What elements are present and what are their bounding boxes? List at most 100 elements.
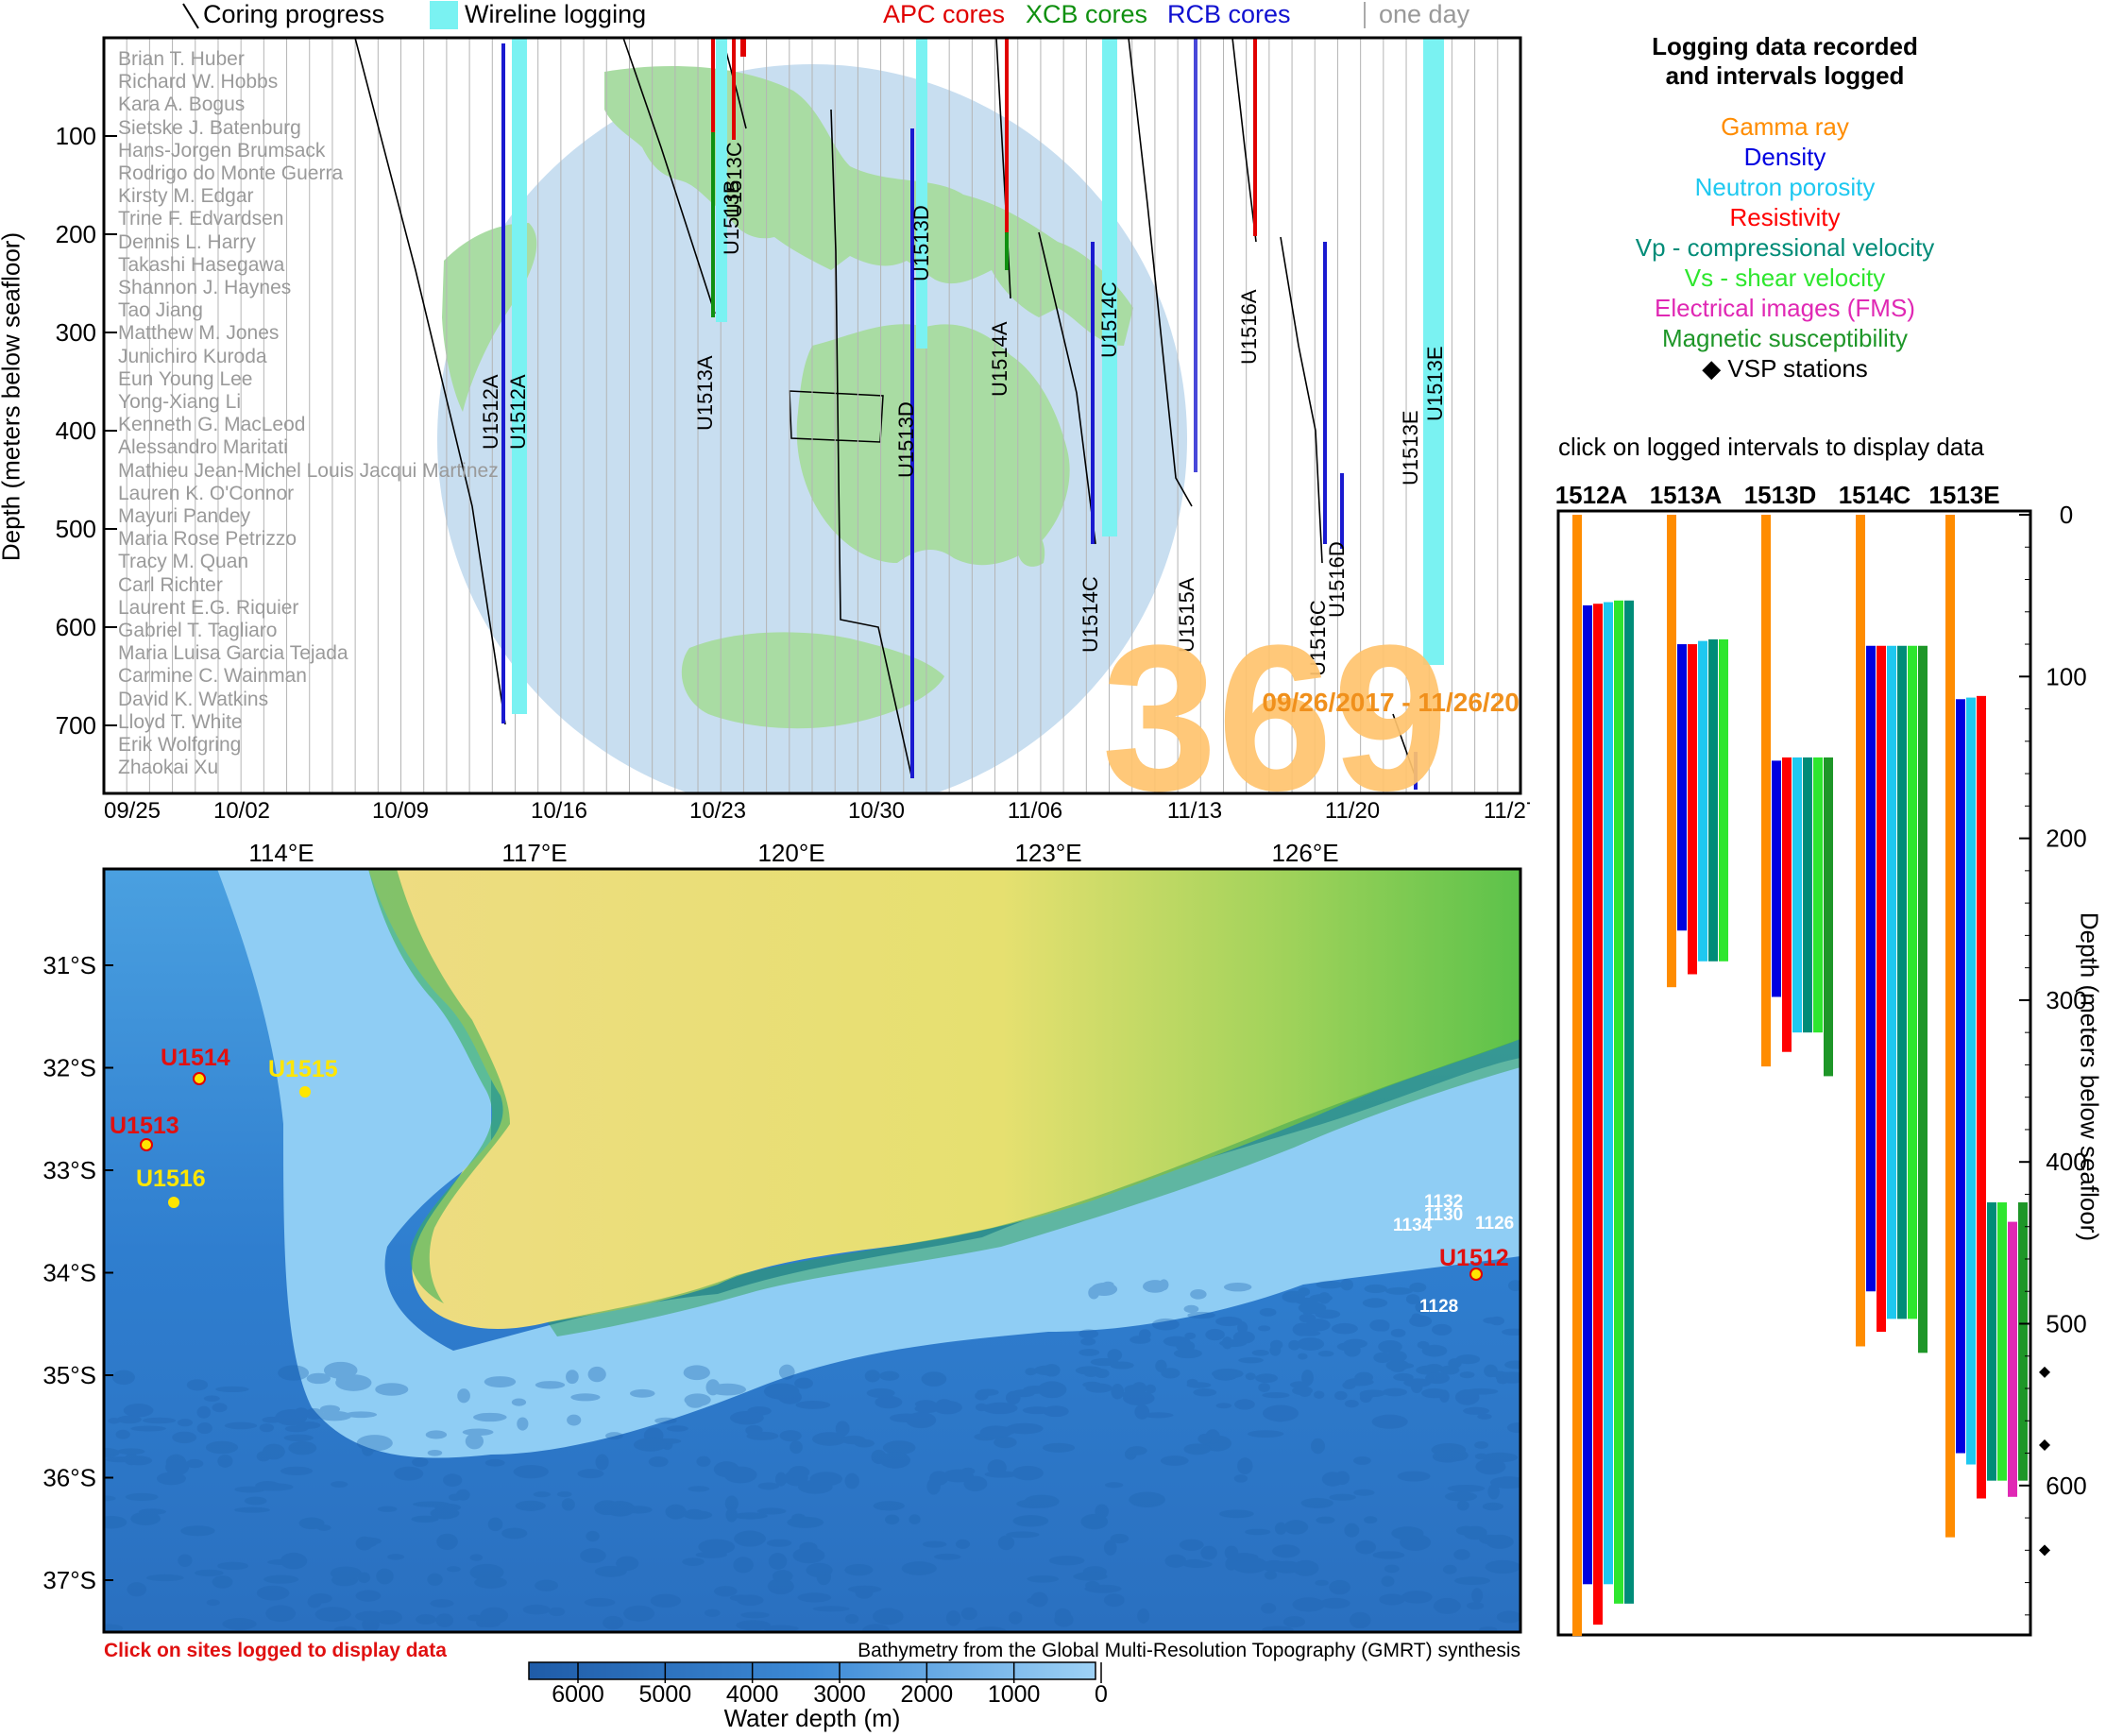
seafloor-bump (1409, 1282, 1427, 1293)
seafloor-bump (1344, 1399, 1359, 1408)
logged-interval-magsus[interactable] (1918, 645, 1928, 1353)
seafloor-bump (1444, 1491, 1478, 1502)
site-u1513-label[interactable]: U1513 (110, 1113, 179, 1139)
logged-intervals-chart[interactable]: 1512A 1513A 1513D 1514C 1513E 0 100 200 300 400 5… (1549, 477, 2106, 1648)
logged-interval-density[interactable] (1772, 760, 1781, 997)
logged-interval-gamma[interactable] (1856, 515, 1865, 1347)
seafloor-bump (602, 1615, 624, 1630)
map-longitude-labels: 114°E 117°E 120°E 123°E 126°E (248, 841, 1339, 878)
logged-interval-gamma[interactable] (1945, 515, 1955, 1538)
seafloor-bump (280, 1466, 314, 1475)
seafloor-bump (926, 1477, 941, 1495)
logging-tool-item: Gamma ray (1721, 112, 1849, 141)
logged-interval-density[interactable] (1956, 699, 1965, 1454)
logged-interval-vp[interactable] (1624, 600, 1634, 1604)
seafloor-bump (1137, 1608, 1150, 1624)
seafloor-bump (901, 1561, 937, 1575)
logged-interval-fms[interactable] (2008, 1221, 2017, 1497)
logged-interval-vs[interactable] (1997, 1202, 2007, 1481)
logged-interval-vs[interactable] (1908, 645, 1917, 1319)
logged-interval-gamma[interactable] (1572, 515, 1582, 1637)
hole-header[interactable]: 1512A (1555, 481, 1628, 509)
seafloor-bump (879, 1452, 911, 1469)
logged-interval-vs[interactable] (1719, 638, 1728, 962)
seafloor-bump (1432, 1450, 1463, 1463)
seafloor-bump (1120, 1390, 1145, 1399)
logged-interval-vs[interactable] (1614, 600, 1623, 1604)
seafloor-bump (1439, 1389, 1450, 1403)
seafloor-bump (1245, 1528, 1271, 1536)
logged-interval-neutron[interactable] (1966, 697, 1976, 1465)
depth-tick-label: 100 (2046, 662, 2086, 690)
seafloor-bump (685, 1508, 704, 1517)
seafloor-bump (604, 1501, 636, 1517)
logged-interval-density[interactable] (1583, 604, 1592, 1585)
seafloor-bump (816, 1569, 832, 1586)
hole-label: U1516C (1306, 600, 1330, 676)
bathymetry-map[interactable]: 114°E 117°E 120°E 123°E 126°E U1514 U1515 U1… (0, 841, 1530, 1736)
site-u1512-marker[interactable] (1469, 1268, 1483, 1281)
logged-interval-vs[interactable] (1813, 757, 1823, 1033)
seafloor-bump (1397, 1471, 1431, 1482)
logged-interval-resistivity[interactable] (1593, 604, 1603, 1625)
seafloor-bump (145, 1574, 184, 1582)
seafloor-bump (756, 1507, 787, 1515)
logged-interval-gamma[interactable] (1761, 515, 1771, 1067)
logged-interval-neutron[interactable] (1698, 640, 1707, 962)
seafloor-bump (1173, 1348, 1202, 1359)
logged-interval-density[interactable] (1866, 645, 1876, 1292)
day-grid (126, 38, 1499, 793)
seafloor-bump (1134, 1404, 1150, 1420)
seafloor-bump (1043, 1364, 1061, 1377)
logged-interval-resistivity[interactable] (1877, 645, 1886, 1333)
logged-interval-neutron[interactable] (1604, 602, 1613, 1585)
seafloor-bump (682, 1557, 705, 1566)
logged-interval-magsus[interactable] (1824, 757, 1833, 1077)
logged-interval-magsus[interactable] (2018, 1202, 2028, 1481)
seafloor-bump (975, 1403, 988, 1412)
hole-label: U1513C (722, 142, 746, 218)
seafloor-bump (296, 1421, 321, 1429)
seafloor-bump (1495, 1371, 1520, 1384)
seafloor-bump (779, 1430, 802, 1442)
logged-interval-vp[interactable] (1987, 1202, 1996, 1481)
logged-interval-resistivity[interactable] (1782, 757, 1792, 1052)
seafloor-bump (256, 1451, 271, 1462)
seafloor-bump (316, 1524, 331, 1531)
legend-apc: APC cores (883, 0, 1006, 28)
seafloor-bump (1331, 1322, 1358, 1335)
site-u1514-label[interactable]: U1514 (161, 1045, 230, 1071)
hole-header[interactable]: 1513D (1744, 481, 1817, 509)
logged-interval-neutron[interactable] (1887, 645, 1896, 1319)
logged-interval-resistivity[interactable] (1688, 644, 1697, 975)
hole-header[interactable]: 1513E (1928, 481, 1999, 509)
logged-interval-resistivity[interactable] (1977, 695, 1986, 1499)
seafloor-bump (854, 1438, 875, 1448)
seafloor-bump (794, 1377, 813, 1389)
seafloor-bump (1262, 1625, 1294, 1632)
seafloor-bump (1095, 1504, 1110, 1519)
seafloor-bump (1029, 1498, 1058, 1507)
hole-header[interactable]: 1514C (1839, 481, 1911, 509)
site-u1513-marker[interactable] (140, 1138, 153, 1151)
seafloor-bump (1219, 1339, 1248, 1348)
seafloor-bump (165, 1454, 187, 1472)
site-u1512-label[interactable]: U1512 (1439, 1245, 1509, 1271)
seafloor-bump (1298, 1353, 1308, 1360)
seafloor-bump (799, 1541, 818, 1554)
logged-interval-density[interactable] (1677, 644, 1687, 931)
logged-interval-vp[interactable] (1897, 645, 1907, 1319)
seafloor-bump (566, 1370, 579, 1385)
seafloor-bump (115, 1429, 130, 1439)
logging-tool-item: Vs - shear velocity (1684, 264, 1886, 292)
seafloor-bump (1124, 1448, 1137, 1460)
seafloor-bump (766, 1539, 792, 1547)
logged-interval-gamma[interactable] (1667, 515, 1676, 988)
logged-interval-neutron[interactable] (1792, 757, 1802, 1033)
logged-interval-vp[interactable] (1803, 757, 1812, 1033)
seafloor-bump (1259, 1307, 1277, 1317)
hole-header[interactable]: 1513A (1650, 481, 1723, 509)
logged-interval-vp[interactable] (1708, 638, 1718, 962)
site-u1514-marker[interactable] (193, 1072, 206, 1085)
